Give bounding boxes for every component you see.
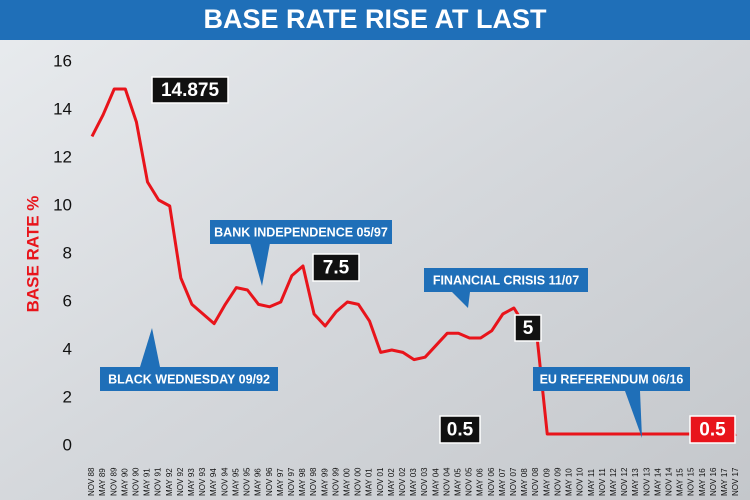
annotation-box <box>100 367 278 391</box>
x-tick-label: NOV 92 <box>176 467 185 496</box>
annotation-pointer <box>625 391 642 438</box>
x-tick-label: NOV 08 <box>531 467 540 496</box>
x-tick-label: MAY 02 <box>387 468 396 496</box>
x-tick-label: NOV 14 <box>664 467 673 496</box>
x-tick-label: MAY 14 <box>653 468 662 496</box>
x-tick-label: NOV 17 <box>731 467 740 496</box>
x-tick-label: MAY 15 <box>676 468 685 496</box>
x-tick-label: MAY 09 <box>542 468 551 496</box>
x-tick-label: NOV 05 <box>465 467 474 496</box>
x-tick-label: MAY 90 <box>120 468 129 496</box>
chart-title: BASE RATE RISE AT LAST <box>203 4 547 34</box>
y-axis-label: BASE RATE % <box>23 196 42 313</box>
x-tick-label: MAY 93 <box>187 468 196 496</box>
y-tick-label: 14 <box>53 99 72 118</box>
x-tick-label: NOV 93 <box>198 467 207 496</box>
x-tick-label: MAY 07 <box>498 468 507 496</box>
annotation-text: BLACK WEDNESDAY 09/92 <box>108 372 270 386</box>
x-tick-label: MAY 10 <box>565 468 574 496</box>
x-tick-label: MAY 11 <box>587 468 596 496</box>
annotation-text: EU REFERENDUM 06/16 <box>540 372 684 386</box>
annotation-text: 7.5 <box>323 258 350 279</box>
x-tick-label: MAY 95 <box>231 468 240 496</box>
x-tick-label: MAY 06 <box>476 468 485 496</box>
x-tick-label: NOV 02 <box>398 467 407 496</box>
x-tick-label: NOV 88 <box>87 467 96 496</box>
x-tick-label: MAY 13 <box>631 468 640 496</box>
x-tick-label: MAY 91 <box>143 468 152 496</box>
x-tick-label: MAY 92 <box>165 468 174 496</box>
x-tick-label: MAY 12 <box>609 468 618 496</box>
x-tick-label: MAY 03 <box>409 468 418 496</box>
x-tick-label: NOV 96 <box>265 467 274 496</box>
x-tick-label: NOV 91 <box>154 467 163 496</box>
x-tick-label: NOV 06 <box>487 467 496 496</box>
x-tick-label: MAY 04 <box>431 468 440 496</box>
x-tick-label: NOV 03 <box>420 467 429 496</box>
annotation-text: 14.875 <box>161 80 220 101</box>
x-tick-label: NOV 13 <box>642 467 651 496</box>
x-tick-label: MAY 99 <box>320 468 329 496</box>
x-tick-label: NOV 95 <box>243 467 252 496</box>
y-tick-label: 8 <box>63 243 72 262</box>
x-tick-label: NOV 98 <box>309 467 318 496</box>
x-tick-label: NOV 16 <box>709 467 718 496</box>
x-tick-label: MAY 89 <box>98 468 107 496</box>
annotation-box <box>151 76 229 104</box>
x-tick-label: NOV 00 <box>354 467 363 496</box>
annotation-pointer <box>452 292 470 308</box>
y-tick-label: 6 <box>63 291 72 310</box>
x-tick-label: NOV 89 <box>109 467 118 496</box>
x-tick-label: NOV 10 <box>576 467 585 496</box>
x-tick-label: MAY 05 <box>454 468 463 496</box>
x-tick-label: MAY 98 <box>298 468 307 496</box>
annotation-box <box>424 268 588 292</box>
annotation-box <box>689 415 736 444</box>
x-tick-label: NOV 04 <box>442 467 451 496</box>
y-tick-label: 12 <box>53 147 72 166</box>
x-tick-label: MAY 94 <box>209 468 218 496</box>
annotation-box <box>210 220 392 244</box>
x-tick-label: MAY 16 <box>698 468 707 496</box>
title-banner <box>0 0 750 40</box>
x-tick-label: NOV 12 <box>620 467 629 496</box>
x-tick-label: NOV 97 <box>287 467 296 496</box>
x-tick-label: MAY 96 <box>254 468 263 496</box>
x-tick-label: NOV 99 <box>331 467 340 496</box>
annotation-pointer <box>140 328 160 367</box>
x-tick-label: NOV 94 <box>220 467 229 496</box>
annotation-box <box>514 314 542 342</box>
x-tick-label: NOV 01 <box>376 467 385 496</box>
line-series <box>90 87 737 442</box>
annotation-box <box>533 367 690 391</box>
y-tick-label: 0 <box>63 435 72 454</box>
x-tick-label: NOV 09 <box>553 467 562 496</box>
annotation-text: 0.5 <box>699 420 726 441</box>
x-tick-label: MAY 97 <box>276 468 285 496</box>
y-tick-label: 2 <box>63 387 72 406</box>
x-tick-label: MAY 00 <box>342 468 351 496</box>
annotation-box <box>439 415 481 444</box>
y-tick-label: 16 <box>53 51 72 70</box>
y-tick-label: 10 <box>53 195 72 214</box>
annotation-pointer <box>250 243 270 286</box>
annotation-text: 0.5 <box>447 420 474 441</box>
x-tick-label: MAY 01 <box>365 468 374 496</box>
x-tick-label: MAY 17 <box>720 468 729 496</box>
x-tick-label: NOV 15 <box>687 467 696 496</box>
annotation-text: FINANCIAL CRISIS 11/07 <box>433 273 579 287</box>
x-tick-label: NOV 11 <box>598 468 607 496</box>
x-tick-label: MAY 08 <box>520 468 529 496</box>
annotation-text: 5 <box>523 318 534 339</box>
x-tick-label: NOV 90 <box>132 467 141 496</box>
x-tick-label: NOV 07 <box>509 467 518 496</box>
y-tick-label: 4 <box>63 339 72 358</box>
annotation-text: BANK INDEPENDENCE 05/97 <box>214 225 388 239</box>
annotation-box <box>312 253 360 282</box>
